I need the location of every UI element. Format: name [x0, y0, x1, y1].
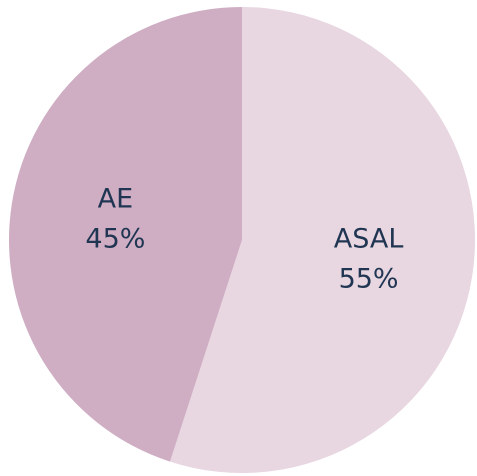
slice-label: AE — [98, 183, 134, 214]
slice-label: ASAL — [334, 224, 404, 255]
pie-slice — [169, 7, 476, 474]
slice-value-label: 45% — [85, 223, 145, 254]
slice-value-label: 55% — [339, 264, 399, 295]
pie-slice — [9, 7, 242, 462]
